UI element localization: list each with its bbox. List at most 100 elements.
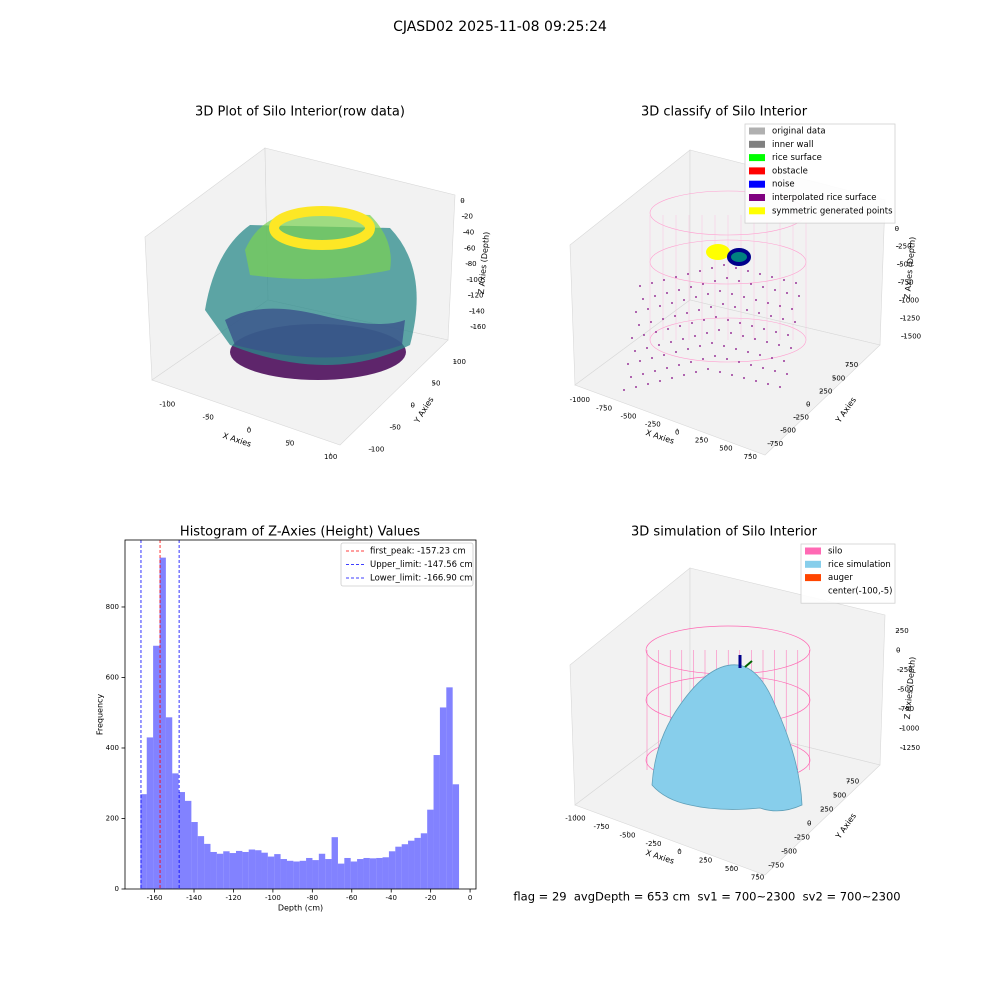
surface-point	[783, 360, 785, 362]
surface-point	[702, 358, 704, 360]
x-tick-label: 0	[675, 429, 679, 437]
x-tick-label: 0	[677, 848, 681, 856]
surface-point	[731, 374, 733, 376]
surface-point	[714, 280, 716, 282]
surface-point	[686, 312, 688, 314]
surface-point	[782, 318, 784, 320]
hist-bar	[350, 861, 358, 889]
surface-point	[711, 342, 713, 344]
surface-point	[719, 371, 721, 373]
surface-point	[766, 341, 768, 343]
axis-pane	[574, 299, 881, 456]
z-tick-label: -60	[464, 244, 475, 252]
surface-point	[750, 283, 752, 285]
surface-point	[743, 296, 745, 298]
surface-point	[726, 277, 728, 279]
hist-bar	[452, 784, 460, 889]
surface-point	[795, 282, 797, 284]
point-cloud-mid	[225, 308, 405, 358]
surface-point	[774, 370, 776, 372]
surface-point	[747, 351, 749, 353]
x-tick-label: -60	[346, 894, 357, 902]
z-tick-label: -100	[466, 276, 482, 284]
hist-bar	[261, 852, 268, 889]
y-tick-label: 500	[832, 374, 845, 382]
x-tick-label: 500	[725, 865, 738, 873]
legend-swatch	[749, 127, 765, 135]
hist-bar	[293, 861, 300, 889]
symmetric-points	[706, 244, 730, 260]
hist-bar	[229, 853, 236, 889]
surface-point	[675, 351, 677, 353]
surface-point	[750, 364, 752, 366]
hist-bar	[414, 837, 421, 889]
surface-point	[691, 322, 693, 324]
hist-bar	[280, 859, 287, 889]
surface-point	[694, 335, 696, 337]
hist-bar	[140, 794, 147, 889]
surface-point	[746, 309, 748, 311]
surface-point	[647, 383, 649, 385]
hist-bar	[153, 645, 160, 889]
surface-point	[667, 328, 669, 330]
hist-bar	[255, 850, 262, 889]
hist-bar	[267, 856, 275, 889]
x-tick-label: -250	[646, 840, 662, 848]
surface-point	[790, 347, 792, 349]
y-tick-label: 400	[106, 744, 119, 752]
hist-bar	[331, 837, 338, 889]
y-tick-label: -750	[768, 861, 784, 869]
legend-label: silo	[828, 547, 842, 557]
surface-point	[687, 348, 689, 350]
z-tick-label: -140	[469, 307, 485, 315]
z-tick-label: -20	[462, 213, 473, 221]
x-tick-label: -100	[265, 894, 281, 902]
figure-title: CJASD02 2025-11-08 09:25:24	[393, 19, 607, 35]
chart-3d: 3D simulation of Silo Interior-1000-750-…	[565, 525, 920, 882]
legend-box	[744, 123, 896, 224]
y-tick-label: -250	[793, 414, 809, 422]
y-tick-label: 200	[106, 814, 119, 822]
legend-swatch	[805, 560, 821, 568]
surface-point	[778, 344, 780, 346]
status-footer: flag = 29 avgDepth = 653 cm sv1 = 700~23…	[513, 890, 900, 904]
surface-point	[642, 298, 644, 300]
z-tick-label: -250	[896, 243, 912, 251]
hist-bar	[439, 707, 447, 889]
surface-point	[723, 264, 725, 266]
y-tick-label: 0	[411, 402, 415, 410]
surface-point	[663, 354, 665, 356]
surface-point	[767, 383, 769, 385]
surface-point	[735, 348, 737, 350]
y-tick-label: 250	[820, 806, 833, 814]
surface-point	[762, 367, 764, 369]
surface-point	[771, 276, 773, 278]
x-tick-label: -750	[593, 823, 609, 831]
surface-point	[798, 295, 800, 297]
surface-point	[659, 380, 661, 382]
hist-bar	[344, 857, 351, 889]
hist-bar	[197, 836, 205, 889]
surface-point	[707, 368, 709, 370]
legend-label: auger	[828, 573, 853, 583]
y-tick-label: -750	[767, 440, 783, 448]
surface-point	[695, 296, 697, 298]
z-tick-label: -80	[465, 260, 476, 268]
hist-bar	[357, 859, 364, 889]
surface-point	[662, 318, 664, 320]
surface-point	[651, 282, 653, 284]
legend-swatch	[749, 180, 765, 188]
surface-point	[671, 302, 673, 304]
x-tick-label: 250	[699, 857, 712, 865]
legend-label: center(-100,-5)	[828, 586, 892, 596]
legend-label: Lower_limit: -166.90 cm	[370, 574, 472, 584]
chart-title: 3D Plot of Silo Interior(row data)	[195, 105, 405, 120]
hist-bar	[299, 860, 307, 889]
surface-point	[739, 322, 741, 324]
surface-point	[738, 280, 740, 282]
rice-surface-points	[731, 252, 747, 262]
legend-box	[340, 542, 474, 587]
surface-point	[730, 332, 732, 334]
surface-point	[786, 292, 788, 294]
